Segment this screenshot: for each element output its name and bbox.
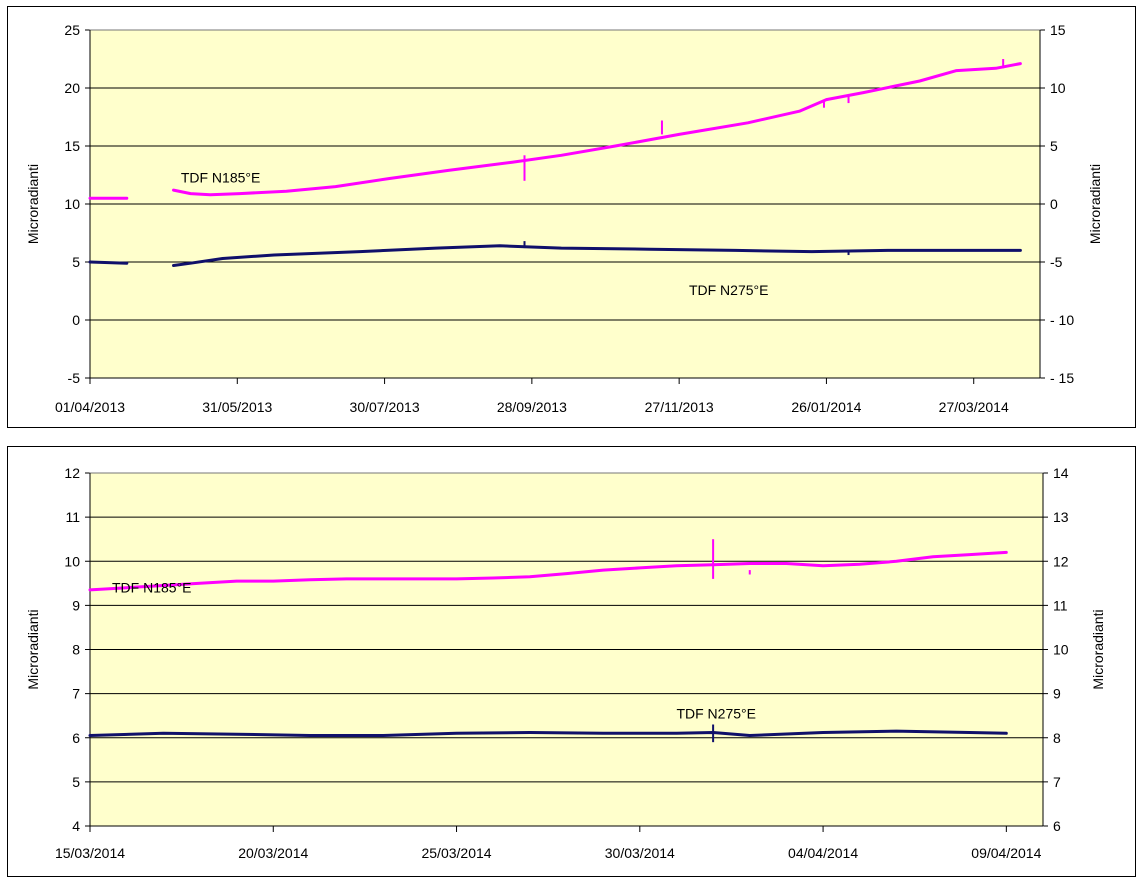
top-series-n275e-line [172,244,1022,267]
top-xtick-label: 26/01/2014 [791,399,861,415]
bottom-y2tick-label: 11 [1053,597,1068,613]
bottom-ytick-label: 7 [72,686,80,702]
top-xtick-label: 28/09/2013 [497,399,567,415]
top-ytick-label: 15 [64,138,80,154]
top-y2tick-label: 5 [1050,138,1058,154]
bottom-y2tick-label: 12 [1053,553,1069,569]
bottom-xtick-label: 30/03/2014 [605,845,675,861]
bottom-xtick-label: 09/04/2014 [971,845,1041,861]
top-xtick-label: 27/03/2014 [939,399,1009,415]
bottom-series-n185e-line [88,550,1008,592]
bottom-xtick-label: 04/04/2014 [788,845,858,861]
bottom-y2tick-label: 8 [1053,730,1061,746]
top-xtick-label: 30/07/2013 [350,399,420,415]
bottom-y2tick-label: 9 [1053,686,1061,702]
top-xtick-label: 01/04/2013 [55,399,125,415]
bottom-xtick-label: 15/03/2014 [55,845,125,861]
top-chart-panel: 25 15 20 10 15 5 10 0 5 -5 0 - 10 -5 - 15 01/04/2013 31… [7,6,1136,428]
bottom-y2label: Microradianti [1090,609,1106,689]
top-series-n185e-line [172,62,1022,197]
bottom-chart-panel: 12 14 11 13 10 12 9 11 8 10 7 9 6 8 5 7 4 6 15/03/2014 20/0… [7,446,1136,877]
bottom-ytick-label: 10 [64,553,80,569]
bottom-ytick-label: 9 [72,597,80,613]
top-ytick-label: 10 [64,196,80,212]
top-y2tick-label: 15 [1050,22,1066,38]
top-xtick-label: 31/05/2013 [202,399,272,415]
top-ytick-label: 20 [64,80,80,96]
top-ytick-label: 25 [64,22,80,38]
top-y2tick-label: -5 [1050,254,1063,270]
top-y2tick-label: - 10 [1050,312,1074,328]
bottom-ytick-label: 11 [65,509,80,525]
bottom-y2tick-label: 13 [1053,509,1069,525]
top-series-n275e-line [88,260,129,265]
bottom-y2tick-label: 6 [1053,818,1061,834]
top-chart-svg: 25 15 20 10 15 5 10 0 5 -5 0 - 10 -5 - 15 01/04/2013 31… [25,22,1103,415]
top-y2tick-label: 0 [1050,196,1058,212]
top-ylabel: Microradianti [25,164,41,244]
top-ytick-label: 0 [72,312,80,328]
top-y2tick-label: 10 [1050,80,1066,96]
bottom-y2tick-label: 7 [1053,774,1061,790]
top-ytick-label: 5 [72,254,80,270]
bottom-annotation-n275e: TDF N275°E [676,705,756,721]
bottom-series-n275e-line [88,729,1008,737]
bottom-ylabel: Microradianti [25,609,41,689]
bottom-y2tick-label: 14 [1053,465,1069,481]
top-xtick-label: 27/11/2013 [645,399,714,415]
bottom-chart-svg: 12 14 11 13 10 12 9 11 8 10 7 9 6 8 5 7 4 6 15/03/2014 20/0… [25,465,1106,861]
top-y2tick-label: - 15 [1050,370,1074,386]
bottom-ytick-label: 8 [72,642,80,658]
bottom-ytick-label: 4 [72,818,80,834]
bottom-xtick-label: 20/03/2014 [238,845,308,861]
top-y2label: Microradianti [1087,164,1103,244]
top-ytick-label: -5 [68,370,81,386]
bottom-ytick-label: 5 [72,774,80,790]
bottom-ytick-label: 6 [72,730,80,746]
top-annotation-n185e: TDF N185°E [181,169,261,185]
bottom-annotation-n185e: TDF N185°E [112,580,192,596]
top-annotation-n275e: TDF N275°E [689,282,769,298]
bottom-ytick-label: 12 [64,465,80,481]
bottom-xtick-label: 25/03/2014 [421,845,491,861]
bottom-y2tick-label: 10 [1053,642,1069,658]
